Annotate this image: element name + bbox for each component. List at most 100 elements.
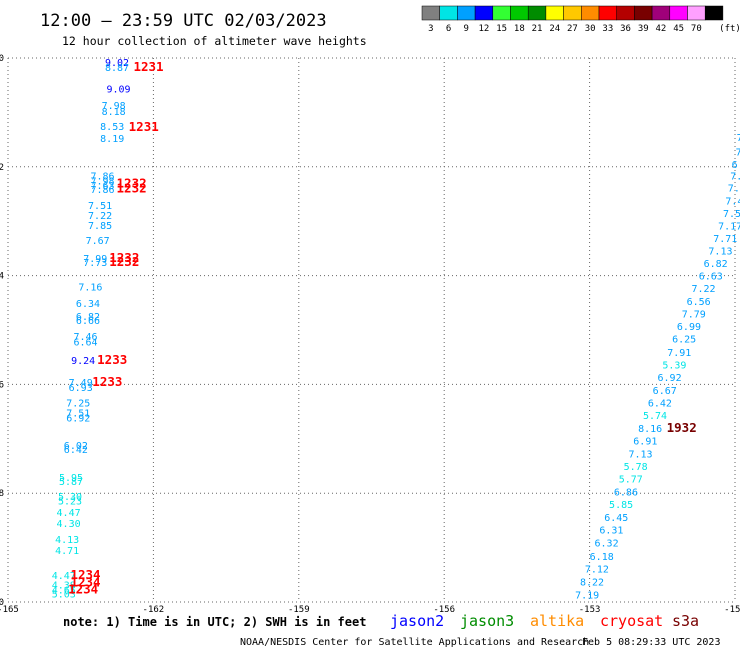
color-swatch (598, 5, 617, 21)
wave-height-label: 7.22 (88, 211, 112, 222)
x-tick-label: -165 (0, 605, 19, 615)
y-tick-label: -40 (0, 54, 4, 64)
color-scale-label: 39 (638, 24, 649, 34)
wave-height-label: 7.63 (90, 181, 114, 192)
wave-height-label: 5.77 (619, 475, 643, 486)
wave-height-label: 6.92 (66, 414, 90, 425)
footer-timestamp: Feb 5 08:29:33 UTC 2023 (582, 637, 720, 648)
pass-time-label: 1932 (667, 420, 697, 435)
color-scale-label: 6 (446, 24, 451, 34)
color-swatch (616, 5, 635, 21)
pass-time-label: 1232 (117, 176, 147, 191)
wave-height-label: 7.22 (691, 284, 715, 295)
color-swatch (421, 5, 440, 21)
wave-height-label: 4.71 (55, 546, 79, 557)
wave-height-label: 7.71 (713, 234, 737, 245)
legend-item: altika (530, 612, 584, 630)
color-swatch (704, 5, 724, 21)
wave-height-label: 5.39 (662, 360, 686, 371)
color-scale-label: 36 (620, 24, 631, 34)
color-scale-label: 70 (691, 24, 702, 34)
color-scale-label: 12 (479, 24, 490, 34)
wave-height-label: 8.18 (102, 107, 126, 118)
wave-height-label: 6.82 (704, 259, 728, 270)
wave-height-label: 7.13 (628, 449, 652, 460)
wave-height-label: 7.43 (725, 197, 740, 208)
pass-time-label: 1232 (109, 250, 139, 265)
color-scale-legend: 3 6 9 12 15 18 21 24 27 30 33 36 39 42 45 70 (ft) (421, 5, 740, 34)
wave-height-label: 7.17 (718, 222, 740, 233)
x-tick-label: -150 (724, 605, 740, 615)
wave-height-label: 8.22 (580, 577, 604, 588)
color-swatch (474, 5, 494, 21)
color-swatch (669, 5, 688, 21)
color-swatch (527, 5, 547, 21)
wave-height-label: 4.30 (57, 519, 81, 530)
color-scale-label: 42 (656, 24, 667, 34)
color-swatch (510, 5, 529, 21)
color-scale-label: 30 (585, 24, 596, 34)
color-scale-label: 21 (532, 24, 543, 34)
wave-height-label: 6.42 (64, 445, 88, 456)
footer-credit: NOAA/NESDIS Center for Satellite Applica… (240, 637, 589, 648)
wave-height-label: 8.87 (105, 63, 129, 74)
plot-area: 9.028.879.097.988.188.538.197.867.987.63… (52, 58, 740, 602)
wave-height-label: 8.19 (100, 134, 124, 145)
wave-height-label: 7.25 (66, 398, 90, 409)
chart-title: 12:00 — 23:59 UTC 02/03/2023 (40, 11, 327, 31)
y-axis-ticks: -40 -42 -44 -46 -48 -50 (0, 54, 4, 608)
pass-time-label: 1232 (117, 181, 147, 196)
wave-height-label: 9.24 (71, 356, 95, 367)
wave-height-label: 7.99 (83, 254, 107, 265)
wave-height-label: 4.13 (55, 535, 79, 546)
color-scale-unit: (ft) (719, 24, 740, 34)
legend-item: jason3 (460, 612, 514, 630)
wave-height-label: 7.91 (667, 348, 691, 359)
color-scale-label: 24 (549, 24, 560, 34)
legend-item: cryosat (600, 612, 663, 630)
color-scale-label: 9 (464, 24, 469, 34)
wave-height-label: 6.56 (687, 297, 711, 308)
wave-height-label: 6.93 (69, 383, 93, 394)
chart-subtitle: 12 hour collection of altimeter wave hei… (62, 34, 367, 48)
wave-height-label: 6.92 (658, 373, 682, 384)
pass-time-label: 1234 (70, 567, 100, 582)
color-scale-label: 15 (496, 24, 507, 34)
pass-time-label: 1232 (109, 254, 139, 269)
pass-time-label: 1233 (97, 352, 127, 367)
wave-height-label: 5.74 (643, 411, 667, 422)
color-swatch (563, 5, 582, 21)
wave-height-label: 5.85 (609, 500, 633, 511)
wave-height-label: 7.51 (88, 201, 112, 212)
pass-time-label: 1233 (92, 374, 122, 389)
wave-height-label: 6.63 (699, 272, 723, 283)
wave-height-label: 6.02 (64, 441, 88, 452)
wave-height-label: 7.49 (69, 378, 93, 389)
wave-height-label: 7.2 (737, 133, 740, 144)
y-tick-label: -42 (0, 163, 4, 173)
wave-height-label: 6.99 (677, 322, 701, 333)
x-tick-label: -153 (579, 605, 601, 615)
wave-height-label: 7.86 (90, 185, 114, 196)
wave-height-label: 7.73 (83, 258, 107, 269)
wave-height-label: 6.18 (590, 552, 614, 563)
color-swatch (457, 5, 476, 21)
x-tick-label: -156 (433, 605, 455, 615)
wave-height-label: 6.86 (614, 488, 638, 499)
wave-height-label: 7.98 (102, 101, 126, 112)
y-tick-label: -44 (0, 272, 4, 282)
wave-height-label: 6.31 (599, 526, 623, 537)
wave-height-label: 6.45 (604, 513, 628, 524)
wave-height-label: 8.16 (638, 424, 662, 435)
wave-height-label: 7.19 (575, 590, 599, 601)
wave-height-label: 7.54 (723, 209, 740, 220)
grid-lines (7, 57, 736, 603)
wave-height-label: 7.79 (682, 310, 706, 321)
wave-height-label: 5.95 (59, 473, 83, 484)
x-tick-label: -159 (288, 605, 310, 615)
color-swatch (687, 5, 706, 21)
color-swatch (545, 5, 564, 21)
wave-height-label: 5.78 (624, 462, 648, 473)
wave-height-label: 6.67 (653, 386, 677, 397)
